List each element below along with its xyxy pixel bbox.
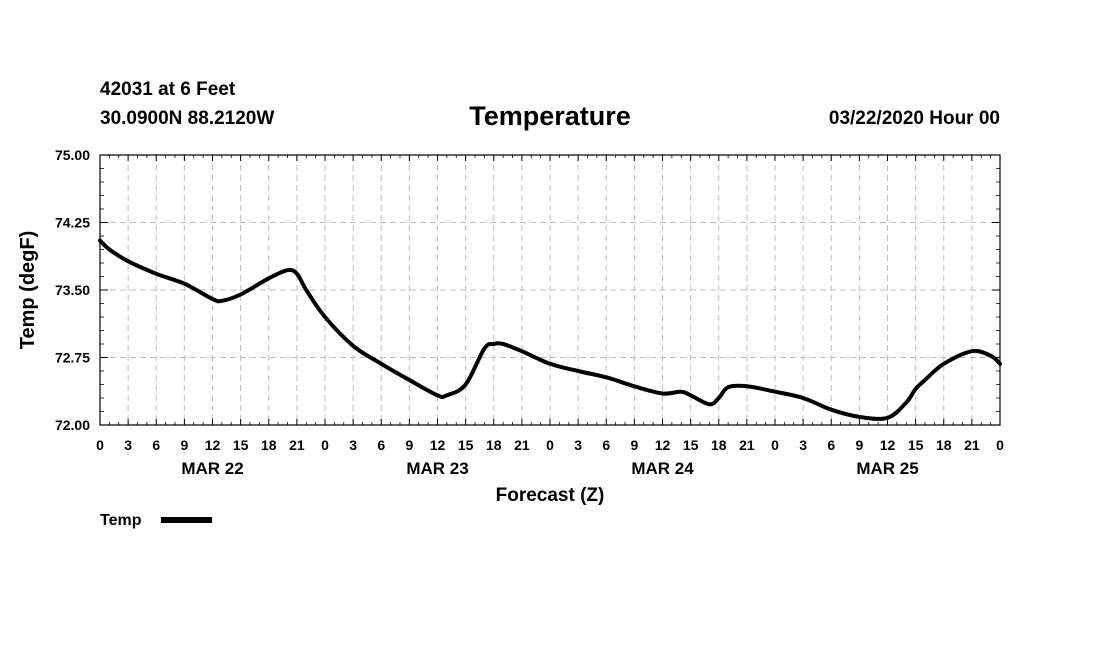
x-tick-label: 18 (486, 437, 502, 453)
x-tick-label: 18 (936, 437, 952, 453)
x-tick-label: 6 (602, 437, 610, 453)
x-tick-label: 9 (855, 437, 863, 453)
x-tick-label: 9 (180, 437, 188, 453)
x-tick-label: 0 (321, 437, 329, 453)
x-tick-label: 3 (799, 437, 807, 453)
legend-label: Temp (100, 512, 142, 529)
x-tick-label: 0 (996, 437, 1004, 453)
x-tick-label: 21 (289, 437, 305, 453)
x-tick-label: 0 (96, 437, 104, 453)
temp-series-line (98, 238, 1002, 421)
y-tick-label: 72.00 (55, 417, 90, 433)
y-axis-label: Temp (degF) (17, 231, 39, 350)
x-tick-label: 21 (739, 437, 755, 453)
chart-title: Temperature (469, 101, 631, 131)
x-tick-label: 18 (261, 437, 277, 453)
x-tick-label: 6 (827, 437, 835, 453)
x-tick-label: 12 (205, 437, 221, 453)
y-tick-label: 74.25 (55, 215, 90, 231)
x-tick-label: 12 (430, 437, 446, 453)
date-labels: MAR 22 MAR 23 MAR 24 MAR 25 (181, 459, 918, 478)
x-tick-label: 15 (683, 437, 699, 453)
x-tick-label: 0 (546, 437, 554, 453)
datetime-label: 03/22/2020 Hour 00 (829, 108, 1000, 129)
date-label: MAR 22 (181, 459, 243, 478)
y-tick-label: 75.00 (55, 147, 90, 163)
x-tick-label: 6 (377, 437, 385, 453)
grid-lines (100, 155, 1000, 425)
date-label: MAR 23 (406, 459, 468, 478)
x-tick-label: 15 (908, 437, 924, 453)
location-label: 30.0900N 88.2120W (100, 108, 274, 129)
x-axis-label: Forecast (Z) (496, 485, 605, 506)
y-tick-label: 73.50 (55, 282, 90, 298)
x-tick-label: 3 (124, 437, 132, 453)
x-tick-label: 15 (458, 437, 474, 453)
x-tick-label: 3 (574, 437, 582, 453)
x-tick-label: 6 (152, 437, 160, 453)
x-tick-label: 12 (655, 437, 671, 453)
x-tick-label: 0 (771, 437, 779, 453)
y-tick-label: 72.75 (55, 350, 90, 366)
x-tick-label: 9 (405, 437, 413, 453)
x-tick-label: 21 (514, 437, 530, 453)
x-tick-label: 21 (964, 437, 980, 453)
x-tick-label: 18 (711, 437, 727, 453)
legend-swatch (161, 517, 212, 523)
x-tick-label: 12 (880, 437, 896, 453)
x-tick-labels: 0 3 6 9 12 15 18 21 0 3 6 9 12 15 18 21 0 3 6 9 12 15 18 21 0 3 6 9… (96, 437, 1004, 453)
x-tick-label: 3 (349, 437, 357, 453)
x-tick-label: 9 (630, 437, 638, 453)
y-tick-labels: 72.00 72.75 73.50 74.25 75.00 (55, 147, 90, 433)
plot-frame (99, 154, 1001, 426)
station-label: 42031 at 6 Feet (100, 79, 236, 100)
x-tick-label: 15 (233, 437, 249, 453)
date-label: MAR 24 (631, 459, 694, 478)
date-label: MAR 25 (856, 459, 918, 478)
